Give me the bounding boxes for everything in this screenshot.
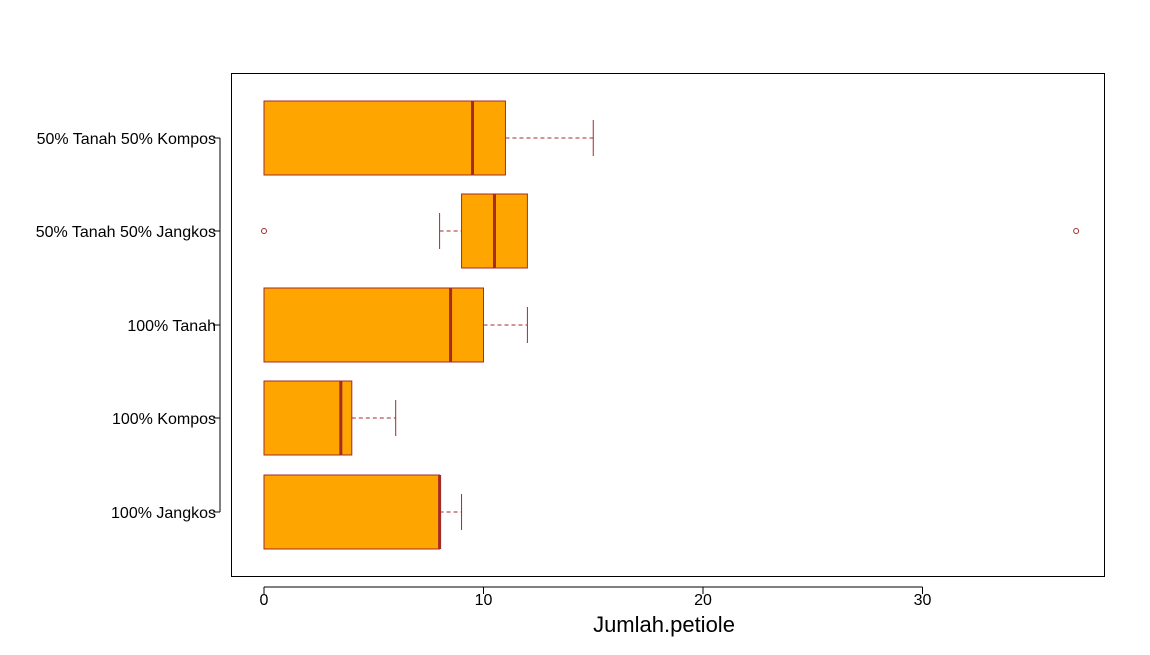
x-tick-label: 30 — [914, 592, 932, 609]
box-iqr — [263, 380, 353, 456]
box-iqr — [263, 474, 441, 550]
x-axis-title: Jumlah.petiole — [593, 612, 735, 637]
box-iqr — [263, 287, 484, 363]
x-tick-label: 10 — [475, 592, 493, 609]
y-category-label: 100% Tanah — [127, 318, 216, 335]
outlier-point — [1073, 228, 1080, 234]
box-group — [263, 287, 528, 363]
y-category-label: 100% Jangkos — [111, 505, 216, 522]
box-group — [263, 100, 594, 176]
box-group — [263, 380, 397, 456]
y-category-label: 50% Tanah 50% Jangkos — [36, 224, 216, 241]
y-axis: 100% Jangkos 100% Kompos 100% Tanah 50% Tan… — [36, 131, 221, 522]
y-category-label: 100% Kompos — [112, 411, 216, 428]
x-axis: 0 10 20 30 — [260, 586, 932, 609]
boxes-layer — [261, 100, 1080, 550]
y-category-label: 50% Tanah 50% Kompos — [37, 131, 216, 148]
box-group — [263, 474, 463, 550]
box-iqr — [263, 100, 506, 176]
x-tick-label: 0 — [260, 592, 269, 609]
x-tick-label: 20 — [694, 592, 712, 609]
outlier-point — [261, 228, 267, 234]
plot-frame — [231, 73, 1105, 577]
box-group — [261, 193, 1080, 269]
